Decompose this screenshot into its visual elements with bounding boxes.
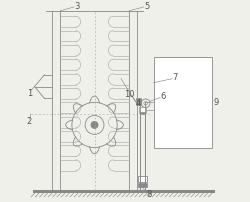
Bar: [138, 183, 147, 187]
Text: 3: 3: [74, 2, 80, 11]
Text: 1: 1: [28, 89, 33, 98]
Text: 4: 4: [135, 99, 140, 108]
Bar: [139, 107, 146, 113]
Bar: [32, 190, 216, 193]
Bar: [154, 57, 212, 147]
Text: 2: 2: [26, 118, 32, 126]
Bar: [138, 176, 147, 182]
Text: 8: 8: [146, 190, 151, 199]
Text: 5: 5: [144, 2, 149, 11]
Text: 9: 9: [214, 98, 219, 107]
Text: 6: 6: [161, 92, 166, 101]
Bar: [140, 112, 145, 114]
Text: 7: 7: [172, 73, 178, 82]
Circle shape: [91, 121, 98, 128]
Bar: [136, 98, 141, 105]
Text: 10: 10: [124, 89, 134, 99]
